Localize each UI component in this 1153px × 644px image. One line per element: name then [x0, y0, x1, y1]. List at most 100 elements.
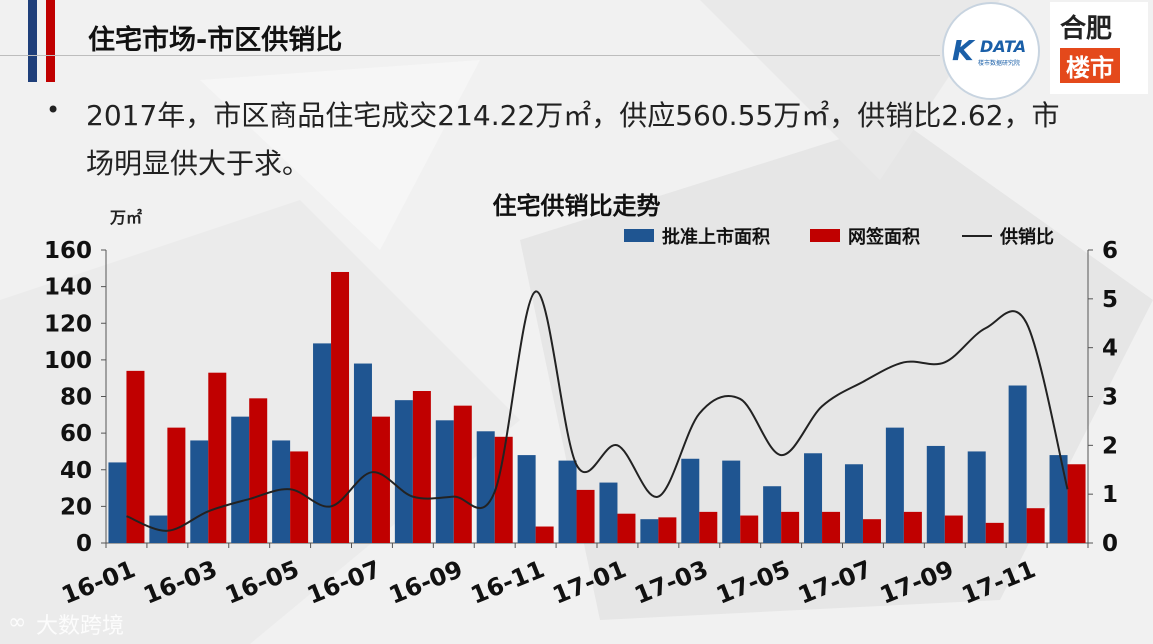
bar-approved	[885, 427, 904, 543]
bar-approved	[108, 462, 127, 543]
header-divider	[0, 55, 940, 56]
legend-approved-swatch	[624, 229, 654, 242]
watermark-text: 大数跨境	[36, 614, 125, 639]
left-tick-label: 40	[60, 458, 92, 484]
left-tick-label: 140	[44, 275, 92, 301]
bar-signed	[1026, 508, 1045, 543]
accent-bar-navy	[28, 0, 37, 82]
bar-approved	[476, 431, 495, 543]
bar-signed	[822, 511, 841, 543]
bar-approved	[517, 455, 536, 543]
bar-signed	[985, 522, 1004, 543]
bar-signed	[494, 436, 513, 543]
right-tick-label: 4	[1102, 336, 1118, 362]
bar-approved	[313, 343, 332, 543]
left-tick-label: 60	[60, 421, 92, 447]
bar-approved	[272, 440, 291, 543]
right-tick-label: 3	[1102, 385, 1118, 411]
infinity-icon: ∞	[8, 610, 27, 635]
logo-data-text: DATA	[980, 37, 1027, 56]
left-tick-label: 160	[44, 238, 92, 264]
bar-approved	[681, 458, 700, 543]
x-tick-label: 17-07	[794, 555, 876, 610]
right-tick-label: 1	[1102, 482, 1118, 508]
bar-signed	[699, 511, 718, 543]
bar-signed	[740, 515, 759, 543]
watermark: ∞ 大数跨境	[8, 608, 125, 640]
x-tick-label: 17-09	[876, 555, 958, 610]
legend-signed-label: 网签面积	[848, 226, 920, 248]
right-tick-label: 2	[1102, 433, 1118, 459]
bar-signed	[944, 515, 963, 543]
bar-signed	[862, 519, 881, 543]
x-tick-label: 17-01	[549, 555, 631, 610]
bar-approved	[844, 464, 863, 543]
bar-approved	[1049, 455, 1068, 543]
x-tick-label: 16-11	[467, 555, 549, 610]
kdata-logo: K DATA 楼市数据研究院	[942, 2, 1040, 100]
bullet-icon: •	[46, 96, 61, 124]
right-tick-label: 6	[1102, 238, 1118, 264]
hefei-loushi-logo: 合肥 楼市	[1050, 2, 1148, 94]
left-tick-label: 0	[76, 531, 92, 557]
bar-signed	[535, 526, 554, 543]
left-tick-label: 20	[60, 494, 92, 520]
bar-signed	[290, 451, 309, 543]
bar-approved	[435, 420, 454, 543]
legend-approved-label: 批准上市面积	[662, 226, 770, 248]
x-tick-label: 17-11	[958, 555, 1040, 610]
left-tick-label: 80	[60, 385, 92, 411]
bullet-text: 2017年，市区商品住宅成交214.22万㎡，供应560.55万㎡，供销比2.6…	[86, 99, 1060, 180]
x-tick-label: 16-05	[221, 555, 303, 610]
bar-signed	[167, 427, 186, 543]
bar-signed	[331, 271, 350, 543]
bar-approved	[599, 482, 618, 543]
bar-signed	[126, 370, 145, 543]
bar-signed	[781, 511, 800, 543]
bar-approved	[804, 453, 823, 543]
right-tick-label: 5	[1102, 287, 1118, 313]
bar-signed	[249, 398, 268, 543]
bar-signed	[208, 372, 227, 543]
bar-approved	[640, 519, 659, 543]
bar-approved	[231, 416, 250, 543]
left-tick-label: 120	[44, 311, 92, 337]
legend-signed-swatch	[810, 229, 840, 242]
page-title: 住宅市场-市区供销比	[88, 25, 343, 56]
x-tick-label: 16-03	[139, 555, 221, 610]
bar-signed	[453, 405, 472, 543]
bar-signed	[576, 489, 595, 543]
right-tick-label: 0	[1102, 531, 1118, 557]
bar-signed	[617, 513, 636, 543]
logo-k-letter: K	[952, 34, 974, 67]
bar-approved	[394, 400, 413, 543]
bar-signed	[658, 517, 677, 543]
accent-bar-red	[46, 0, 55, 82]
left-axis-unit: 万㎡	[110, 208, 143, 227]
x-tick-label: 16-01	[58, 555, 140, 610]
bar-approved	[353, 363, 372, 543]
bar-approved	[967, 451, 986, 543]
x-tick-label: 16-09	[385, 555, 467, 610]
x-tick-label: 17-03	[630, 555, 712, 610]
logo-hf-bottom: 楼市	[1060, 48, 1120, 83]
bar-approved	[722, 460, 741, 543]
bar-approved	[763, 486, 782, 543]
logo-subtitle: 楼市数据研究院	[978, 60, 1021, 67]
logo-hf-top: 合肥	[1060, 14, 1113, 44]
bar-signed	[371, 416, 390, 543]
bar-approved	[190, 440, 209, 543]
bar-signed	[412, 391, 431, 543]
chart-title: 住宅供销比走势	[492, 192, 661, 220]
bar-signed	[1067, 464, 1086, 543]
bar-approved	[1008, 385, 1027, 543]
bar-approved	[926, 445, 945, 543]
legend-ratio-label: 供销比	[999, 226, 1054, 248]
x-tick-label: 17-05	[712, 555, 794, 610]
x-tick-label: 16-07	[303, 555, 385, 610]
bar-signed	[903, 511, 922, 543]
left-tick-label: 100	[44, 348, 92, 374]
ratio-line	[126, 290, 1069, 532]
bar-approved	[558, 460, 577, 543]
